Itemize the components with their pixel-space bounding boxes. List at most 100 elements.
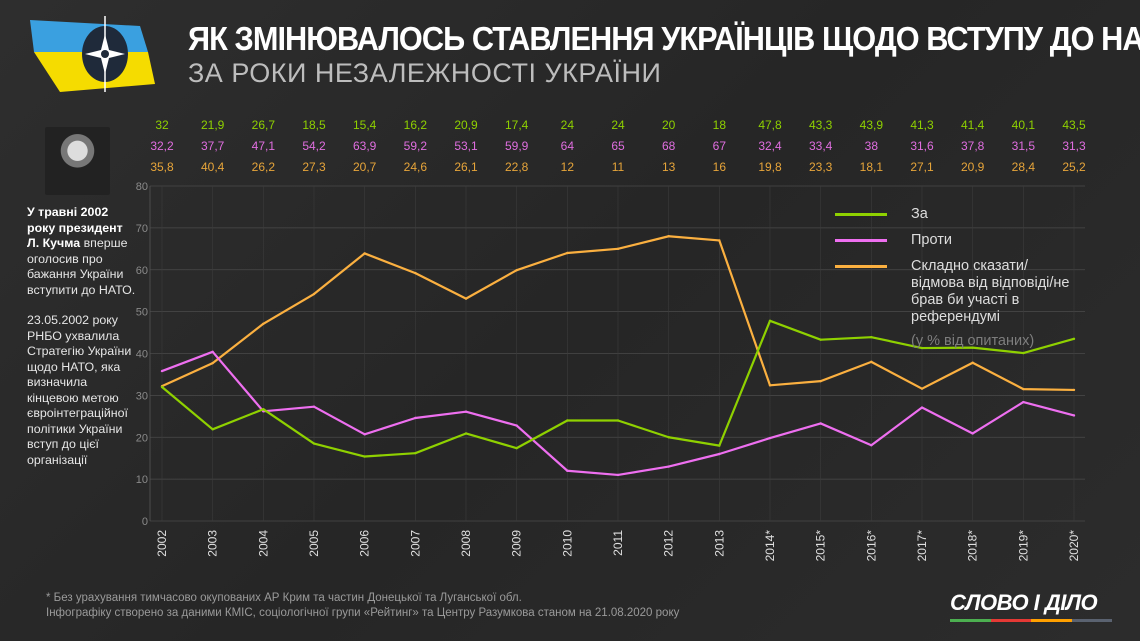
footer: * Без урахування тимчасово окупованих АР… bbox=[46, 591, 679, 621]
data-point bbox=[211, 361, 214, 365]
data-label: 18 bbox=[713, 118, 727, 132]
x-tick-label: 2019* bbox=[1016, 530, 1030, 562]
data-point bbox=[616, 419, 620, 422]
data-label: 65 bbox=[611, 139, 625, 153]
data-point bbox=[971, 346, 974, 349]
y-tick-label: 20 bbox=[136, 432, 148, 444]
x-tick-label: 2011 bbox=[611, 530, 625, 556]
data-label: 20 bbox=[662, 118, 676, 132]
data-label: 27,3 bbox=[302, 160, 326, 174]
data-label: 54,2 bbox=[302, 139, 326, 153]
data-point bbox=[920, 346, 924, 350]
data-label: 23,3 bbox=[809, 160, 833, 174]
data-point bbox=[515, 268, 518, 272]
data-label: 43,3 bbox=[809, 118, 833, 132]
y-tick-label: 30 bbox=[136, 390, 148, 402]
y-tick-label: 80 bbox=[136, 181, 148, 193]
x-tick-label: 2002 bbox=[155, 530, 169, 557]
data-label: 24 bbox=[561, 118, 575, 132]
legend: За Проти Складно сказати/відмова від від… bbox=[835, 206, 1071, 350]
data-label: 40,4 bbox=[201, 160, 225, 174]
x-tick-label: 2013 bbox=[712, 530, 726, 557]
page-subtitle: ЗА РОКИ НЕЗАЛЕЖНОСТІ УКРАЇНИ bbox=[188, 58, 662, 88]
data-label: 26,1 bbox=[454, 160, 478, 174]
legend-label: Складно сказати/відмова від відповіді/не… bbox=[911, 258, 1070, 325]
data-label: 26,2 bbox=[252, 160, 276, 174]
data-label: 59,9 bbox=[505, 139, 529, 153]
data-label: 41,4 bbox=[961, 118, 985, 132]
data-label: 26,7 bbox=[252, 118, 276, 132]
x-tick-label: 2008 bbox=[459, 530, 473, 557]
sidebar-p2: 23.05.2002 року РНБО ухвалила Стратегію … bbox=[27, 313, 132, 467]
y-tick-label: 40 bbox=[136, 349, 148, 361]
legend-item-undecided: Складно сказати/відмова від відповіді/не… bbox=[835, 258, 1071, 326]
data-point bbox=[312, 442, 316, 445]
y-tick-label: 70 bbox=[136, 223, 148, 235]
data-point bbox=[312, 405, 316, 408]
data-label: 24,6 bbox=[404, 160, 428, 174]
data-point bbox=[819, 422, 822, 425]
x-tick-label: 2014* bbox=[763, 530, 777, 562]
data-label: 35,8 bbox=[150, 160, 174, 174]
data-point bbox=[718, 452, 721, 456]
data-point bbox=[718, 444, 721, 447]
data-label: 28,4 bbox=[1012, 160, 1036, 174]
data-point bbox=[464, 410, 468, 413]
data-point bbox=[667, 436, 670, 439]
data-point bbox=[870, 360, 873, 364]
legend-item-against: Проти bbox=[835, 232, 1071, 249]
data-label: 13 bbox=[662, 160, 676, 174]
data-point bbox=[1022, 400, 1025, 404]
data-point bbox=[616, 473, 620, 477]
data-label: 20,9 bbox=[961, 160, 985, 174]
sidebar-rest: вперше оголосив про бажання України всту… bbox=[27, 236, 136, 297]
data-label: 33,4 bbox=[809, 139, 833, 153]
data-point bbox=[768, 319, 772, 323]
y-tick-label: 10 bbox=[136, 474, 148, 486]
data-label: 37,8 bbox=[961, 139, 985, 153]
x-tick-label: 2007 bbox=[408, 530, 422, 557]
data-label: 41,3 bbox=[910, 118, 934, 132]
data-point bbox=[515, 446, 518, 450]
data-label: 37,7 bbox=[201, 139, 225, 153]
brand-name: СЛОВО І ДІЛО bbox=[950, 590, 1098, 615]
data-point bbox=[870, 444, 873, 447]
data-point bbox=[616, 247, 620, 251]
data-label: 31,3 bbox=[1062, 139, 1086, 153]
y-tick-label: 50 bbox=[136, 307, 148, 319]
data-point bbox=[1072, 337, 1076, 341]
x-tick-label: 2009 bbox=[510, 530, 524, 557]
data-label: 25,2 bbox=[1062, 160, 1086, 174]
x-tick-label: 2010 bbox=[560, 530, 574, 557]
sidebar-bold: У травні 2002 року президент Л. Кучма bbox=[27, 205, 123, 250]
data-point bbox=[566, 469, 569, 472]
brand-logo: СЛОВО І ДІЛО bbox=[950, 590, 1112, 622]
data-label: 15,4 bbox=[353, 118, 377, 132]
y-tick-label: 0 bbox=[142, 516, 148, 528]
ukraine-flag-nato-logo bbox=[30, 16, 155, 92]
data-point bbox=[819, 338, 822, 341]
data-label: 38 bbox=[865, 139, 879, 153]
data-label: 18,5 bbox=[302, 118, 326, 132]
data-point bbox=[667, 235, 670, 238]
data-label: 21,9 bbox=[201, 118, 225, 132]
data-label: 32 bbox=[155, 118, 169, 132]
data-point bbox=[819, 379, 822, 383]
data-label: 17,4 bbox=[505, 118, 529, 132]
data-label: 31,6 bbox=[910, 139, 934, 153]
data-point bbox=[414, 271, 417, 275]
data-label: 22,8 bbox=[505, 160, 529, 174]
x-tick-label: 2003 bbox=[206, 530, 220, 557]
data-label: 53,1 bbox=[454, 139, 478, 153]
data-point bbox=[464, 297, 468, 300]
footer-note: * Без урахування тимчасово окупованих АР… bbox=[46, 592, 522, 604]
data-label: 67 bbox=[713, 139, 727, 153]
data-point bbox=[363, 455, 366, 458]
data-label: 43,5 bbox=[1062, 118, 1086, 132]
legend-item-for: За bbox=[835, 206, 1071, 223]
data-point bbox=[414, 451, 417, 455]
data-label: 24 bbox=[611, 118, 625, 132]
data-label: 11 bbox=[612, 160, 625, 174]
data-point bbox=[363, 252, 366, 255]
